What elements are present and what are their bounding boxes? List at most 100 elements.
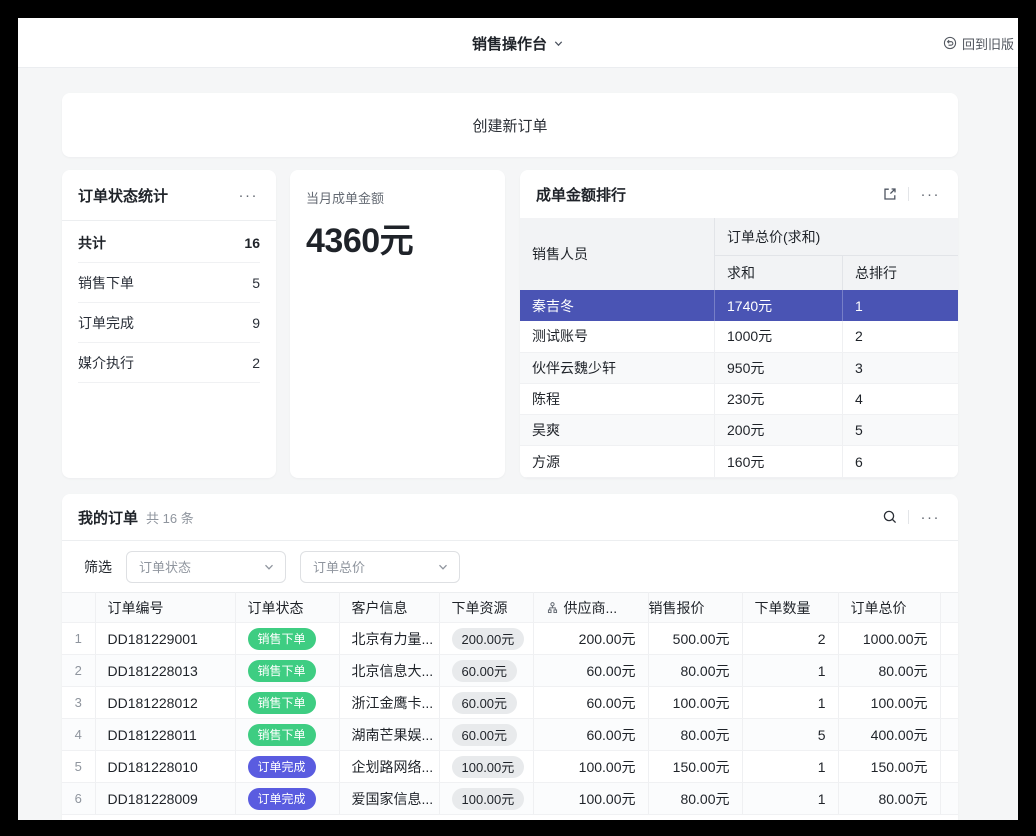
ranking-row[interactable]: 秦吉冬 1740元 1 [520,290,958,322]
extra-cell [940,654,958,687]
order-id-cell: DD181228009 [95,782,236,815]
extra-cell [940,718,958,751]
extra-cell [940,622,958,655]
status-badge: 订单完成 [247,787,316,810]
quote-cell: 100.00元 [648,686,743,719]
status-badge: 销售下单 [247,691,316,714]
page-title: 销售操作台 [471,35,548,53]
supplier-cell: 60.00元 [533,718,649,751]
resource-badge: 100.00元 [451,787,525,810]
quote-cell: 150.00元 [648,750,743,783]
ranking-rows: 秦吉冬 1740元 1 测试账号 1000元 2 伙伴云魏少轩 950元 3 陈程 230元 4 吴爽 2… [520,290,958,478]
ranking-cell: 测试账号 [520,321,715,352]
status-stat-row[interactable]: 订单完成 9 [78,303,260,343]
ranking-cell: 5 [855,422,863,439]
col-header-quote: 销售报价 [648,592,743,623]
orders-card-more-button[interactable]: ··· [920,508,940,526]
resource-cell: 100.00元 [439,750,534,783]
status-stat-row[interactable]: 媒介执行 2 [78,343,260,383]
chevron-down-icon [439,564,447,570]
export-button[interactable] [882,186,898,202]
ranking-cell: 秦吉冬 [520,290,715,322]
orders-count: 共 16 条 [146,510,194,526]
extra-cell [940,686,958,719]
amount-label: 当月成单金额 [306,191,385,206]
quote-cell: 500.00元 [648,622,743,655]
divider [907,187,909,201]
table-row[interactable]: 1 DD181229001 销售下单 北京有力量... 200.00元 200.00元 50… [62,622,958,655]
resource-cell: 60.00元 [439,654,534,687]
order-id-cell: DD181228013 [95,654,236,687]
create-order-label: 创建新订单 [472,117,548,135]
stat-label: 共计 [78,234,106,251]
ranking-row[interactable]: 吴爽 200元 5 [520,415,958,447]
customer-cell: 浙江金鹰卡... [339,686,440,719]
order-status-cell: 订单完成 [235,750,340,783]
ranking-cell: 1740元 [715,290,843,322]
resource-badge: 60.00元 [451,691,518,714]
order-id-cell: DD181228012 [95,686,236,719]
order-status-filter-select[interactable]: 订单状态 [126,550,286,583]
qty-cell: 1 [742,686,839,719]
ranking-card-more-button[interactable]: ··· [920,185,940,203]
table-row[interactable]: 5 DD181228010 订单完成 企划路网络... 100.00元 100.00元 15… [62,750,958,783]
resource-badge: 100.00元 [451,755,525,778]
supplier-cell: 60.00元 [533,686,649,719]
table-row[interactable]: 6 DD181228009 订单完成 爱国家信息... 100.00元 100.00元 80… [62,782,958,815]
stat-value: 5 [252,274,260,291]
table-row[interactable]: 2 DD181228013 销售下单 北京信息大... 60.00元 60.00元 80.0… [62,654,958,687]
workspace-switcher[interactable]: 销售操作台 [472,18,564,68]
ranking-card: 成单金额排行 ··· 销售人员 订单总价(求和) 求和 总 [520,170,958,478]
table-row[interactable]: 4 DD181228011 销售下单 湖南芒果娱... 60.00元 60.00元 80.0… [62,718,958,751]
qty-cell: 2 [742,622,839,655]
order-id-cell: DD181228011 [95,718,236,751]
back-to-old-version-link[interactable]: 回到旧版 [943,18,1014,68]
my-orders-card: 我的订单 共 16 条 ··· 筛选 订单状态 订单 [62,494,958,820]
status-card-title: 订单状态统计 [78,187,169,205]
stat-label: 媒介执行 [78,354,134,371]
ranking-row[interactable]: 陈程 230元 4 [520,383,958,416]
quote-cell: 80.00元 [648,718,743,751]
qty-cell: 1 [742,654,839,687]
create-order-button[interactable]: 创建新订单 [62,93,958,157]
ranking-cell: 3 [855,359,863,376]
supplier-cell: 100.00元 [533,782,649,815]
total-cell: 80.00元 [838,782,941,815]
ranking-card-title: 成单金额排行 [536,186,627,204]
ranking-cell: 950元 [715,352,843,383]
order-status-filter-placeholder: 订单状态 [139,560,192,575]
stat-value: 2 [252,354,260,371]
ranking-row[interactable]: 伙伴云魏少轩 950元 3 [520,352,958,384]
ranking-cell: 1000元 [715,321,843,352]
total-cell: 100.00元 [838,686,941,719]
col-header-extra [940,592,958,623]
ranking-row[interactable]: 测试账号 1000元 2 [520,321,958,353]
order-total-filter-select[interactable]: 订单总价 [300,550,460,583]
col-header-rownum [62,592,96,623]
ranking-cell: 伙伴云魏少轩 [520,352,715,383]
stat-value: 16 [244,234,260,251]
supplier-cell: 100.00元 [533,750,649,783]
status-card-more-button[interactable]: ··· [238,186,258,204]
supplier-cell: 60.00元 [533,654,649,687]
order-id-cell: DD181229001 [95,622,236,655]
history-icon [943,36,957,50]
top-bar: 销售操作台 回到旧版 [18,18,1018,68]
status-stat-row[interactable]: 销售下单 5 [78,263,260,303]
row-number: 2 [62,654,96,687]
ranking-row[interactable]: 方源 160元 6 [520,446,958,478]
customer-cell: 湖南芒果娱... [339,718,440,751]
search-button[interactable] [882,509,898,525]
status-badge: 销售下单 [247,659,316,682]
quote-cell: 80.00元 [648,654,743,687]
ranking-cell: 6 [855,453,863,470]
quote-cell: 80.00元 [648,782,743,815]
divider [907,510,909,524]
back-link-label: 回到旧版 [962,36,1015,52]
ranking-cell: 160元 [715,446,843,477]
order-status-stats-card: 订单状态统计 ··· 共计 16 销售下单 5 订单完成 9 媒介执行 2 [62,170,276,478]
table-row[interactable]: 3 DD181228012 销售下单 浙江金鹰卡... 60.00元 60.00元 100.… [62,686,958,719]
col-header-person: 销售人员 [520,218,715,290]
status-stat-row[interactable]: 共计 16 [78,223,260,263]
open-external-icon [883,188,896,200]
